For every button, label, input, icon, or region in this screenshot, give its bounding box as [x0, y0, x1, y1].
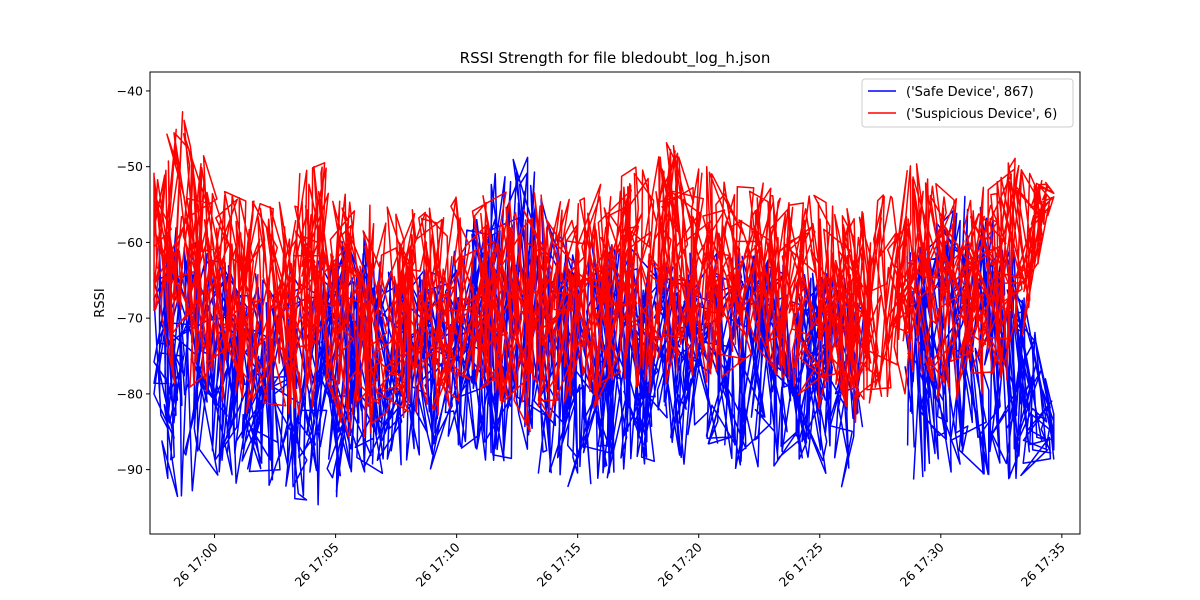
x-tick-label: 26 17:05	[292, 540, 342, 590]
plot-frame	[149, 71, 1081, 535]
x-tick-label: 26 17:20	[655, 539, 705, 589]
plot-area	[149, 71, 1081, 535]
x-tick-label: 26 17:00	[171, 539, 221, 589]
x-tick-label: 26 17:10	[413, 539, 463, 589]
legend-label-suspicious: ('Suspicious Device', 6)	[906, 107, 1057, 122]
x-axis: 26 17:00 26 17:05 26 17:10 26 17:15 26 17:20…	[171, 534, 1068, 590]
y-tick-label: −90	[117, 462, 143, 477]
y-tick-label: −50	[117, 159, 143, 174]
x-tick-label: 26 17:30	[897, 539, 947, 589]
legend-label-safe: ('Safe Device', 867)	[906, 85, 1034, 100]
x-tick-label: 26 17:15	[534, 540, 584, 590]
series-line-suspicious-device	[153, 110, 1055, 438]
series-layer	[153, 110, 1055, 506]
legend-box	[861, 78, 1074, 128]
y-axis-label: RSSI	[93, 288, 108, 317]
y-tick-label: −60	[117, 235, 143, 250]
legend: ('Safe Device', 867) ('Suspicious Device…	[861, 78, 1074, 128]
x-tick-label: 26 17:35	[1018, 540, 1068, 590]
y-tick-label: −70	[117, 311, 143, 326]
y-axis: −40 −50 −60 −70 −80 −90	[117, 83, 150, 477]
chart-title: RSSI Strength for file bledoubt_log_h.js…	[460, 49, 771, 68]
x-tick-label: 26 17:25	[776, 540, 826, 590]
y-tick-label: −40	[117, 83, 143, 98]
y-tick-label: −80	[117, 386, 143, 401]
